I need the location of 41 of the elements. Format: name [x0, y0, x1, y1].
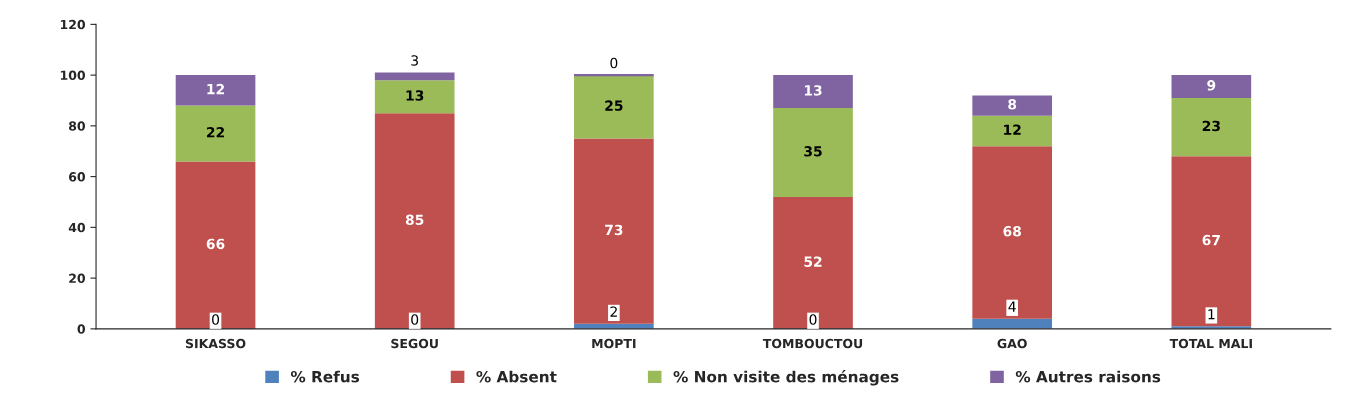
data-label: 1 — [1208, 309, 1215, 320]
data-label: 22 — [206, 127, 224, 138]
data-label: 9 — [1207, 80, 1216, 91]
data-label: 4 — [1008, 301, 1016, 312]
data-label: 13 — [804, 85, 822, 96]
data-label: 3 — [411, 55, 418, 66]
data-label: 12 — [207, 83, 224, 95]
legend-label: % Absent — [476, 370, 557, 383]
x-tick-label: SIKASSO — [185, 338, 246, 349]
x-tick-label: TOMBOUCTOU — [762, 338, 863, 349]
x-tick-label: GAO — [997, 338, 1027, 349]
data-label: 68 — [1003, 225, 1021, 237]
legend-label: % Refus — [290, 370, 360, 383]
data-label: 23 — [1202, 120, 1220, 132]
data-label: 66 — [206, 238, 225, 250]
y-tick-label: 60 — [69, 172, 86, 182]
data-label: 35 — [804, 146, 822, 157]
data-label: 2 — [610, 306, 617, 317]
legend-label: % Autres raisons — [1015, 370, 1161, 383]
data-label: 0 — [212, 314, 220, 325]
y-tick-label: 80 — [68, 121, 86, 131]
data-label: 0 — [809, 314, 817, 325]
y-tick-label: 40 — [68, 222, 86, 233]
x-tick-label: TOTAL MALI — [1169, 338, 1252, 349]
data-label: 0 — [610, 57, 618, 69]
data-label: 13 — [406, 90, 424, 101]
data-label: 25 — [605, 100, 623, 111]
y-tick-label: 0 — [77, 324, 86, 334]
y-tick-label: 20 — [69, 273, 86, 284]
x-tick-label: SEGOU — [391, 338, 438, 349]
y-tick-label: 120 — [60, 19, 86, 30]
data-label: 85 — [405, 214, 424, 226]
legend-label: % Non visite des ménages — [673, 370, 899, 386]
y-tick-label: 100 — [60, 70, 86, 81]
data-label: 0 — [411, 314, 419, 325]
data-label: 73 — [605, 224, 623, 236]
data-label: 52 — [804, 256, 822, 267]
data-label: 12 — [1004, 124, 1021, 135]
data-label: 8 — [1008, 99, 1017, 110]
x-tick-label: MOPTI — [592, 338, 636, 349]
data-label: 67 — [1202, 234, 1220, 246]
